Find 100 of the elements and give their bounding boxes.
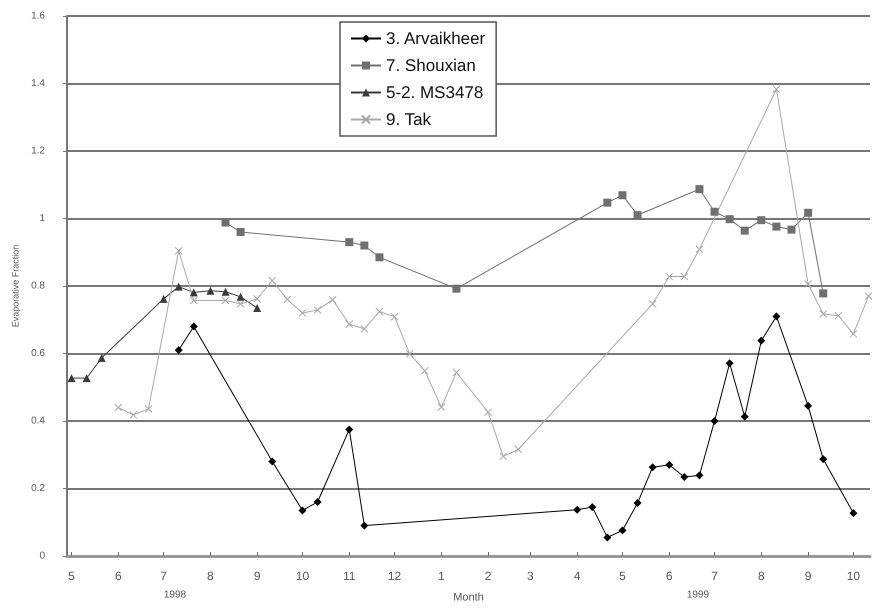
x-tick-label: 4 — [574, 569, 581, 583]
y-tick-label: 0.6 — [31, 348, 46, 359]
point — [221, 288, 230, 296]
x-tick-label: 10 — [846, 569, 860, 583]
y-tick-label: 1 — [39, 213, 46, 224]
point — [710, 208, 719, 216]
point — [665, 460, 674, 469]
point — [772, 85, 780, 94]
point — [648, 300, 657, 308]
point — [757, 216, 766, 224]
point — [283, 296, 292, 304]
point — [864, 292, 872, 300]
point — [406, 350, 414, 358]
point — [452, 284, 460, 293]
point — [375, 308, 384, 316]
legend-label: 3. Arvaikheer — [386, 29, 486, 48]
point — [190, 288, 198, 296]
point — [573, 506, 582, 514]
x-tick-label: 8 — [207, 569, 214, 583]
legend-label: 5-2. MS3478 — [386, 83, 484, 102]
x-tick-label: 9 — [804, 569, 812, 583]
point — [740, 412, 749, 421]
point — [360, 324, 368, 333]
point — [772, 222, 780, 231]
point — [819, 289, 828, 298]
point — [314, 306, 322, 314]
point — [68, 374, 76, 382]
point — [420, 366, 429, 375]
point — [849, 509, 858, 518]
x-tick-label: 8 — [758, 569, 765, 583]
point — [390, 312, 399, 321]
point — [740, 226, 749, 235]
point — [804, 402, 812, 410]
point — [190, 322, 198, 330]
point — [452, 368, 460, 376]
point — [82, 374, 91, 382]
point — [648, 463, 657, 472]
y-tick-label: 0.2 — [31, 483, 46, 494]
point — [174, 282, 183, 291]
y-tick-label: 1.4 — [31, 78, 46, 89]
point — [253, 304, 262, 312]
point — [144, 404, 153, 413]
point — [206, 286, 214, 295]
point — [345, 425, 354, 434]
point — [804, 208, 812, 217]
point — [603, 198, 612, 207]
point — [437, 403, 446, 412]
point — [345, 238, 354, 246]
point — [314, 498, 322, 506]
point — [588, 503, 596, 512]
point — [695, 245, 704, 254]
point — [174, 246, 183, 255]
point — [618, 191, 626, 200]
point — [680, 473, 688, 482]
y-tick-label: 1.2 — [31, 146, 46, 156]
x-tick-label: 11 — [343, 569, 356, 583]
point — [129, 410, 138, 419]
point — [221, 218, 230, 227]
point — [726, 359, 734, 368]
point — [819, 310, 828, 318]
point — [328, 296, 337, 304]
y-tick-label: 0.4 — [31, 416, 46, 426]
point — [634, 499, 642, 508]
point — [695, 471, 704, 480]
point — [695, 185, 704, 194]
x-tick-label: 5 — [619, 569, 626, 583]
x-tick-label: 6 — [666, 569, 673, 583]
y-axis-title: Evaporative Fraction — [10, 244, 21, 328]
point — [726, 215, 734, 224]
legend-label: 9. Tak — [386, 110, 432, 129]
x-axis-title: Month — [453, 592, 484, 604]
point — [634, 211, 642, 220]
point — [114, 404, 122, 412]
x-tick-label: 7 — [711, 569, 718, 583]
x-tick-label: 10 — [296, 569, 310, 583]
point — [160, 294, 168, 303]
x-tick-label: 3 — [527, 569, 534, 583]
point — [253, 294, 262, 303]
x-tick-label: 7 — [160, 569, 168, 583]
point — [345, 320, 354, 328]
x-tick-label: 1 — [438, 569, 445, 583]
point — [484, 408, 492, 416]
y-tick-label: 0 — [39, 550, 46, 562]
point — [849, 330, 858, 338]
point — [98, 354, 106, 362]
point — [174, 346, 183, 354]
legend-label: 7. Shouxian — [386, 56, 476, 75]
point — [514, 445, 522, 454]
point — [298, 309, 306, 317]
point — [788, 226, 796, 234]
point — [757, 336, 766, 345]
point — [618, 526, 626, 534]
point — [804, 280, 812, 288]
point — [298, 506, 306, 514]
point — [236, 292, 245, 301]
point — [772, 312, 780, 320]
point — [603, 533, 612, 542]
point — [680, 272, 688, 281]
text: 1998 — [164, 590, 187, 600]
point — [236, 300, 245, 308]
